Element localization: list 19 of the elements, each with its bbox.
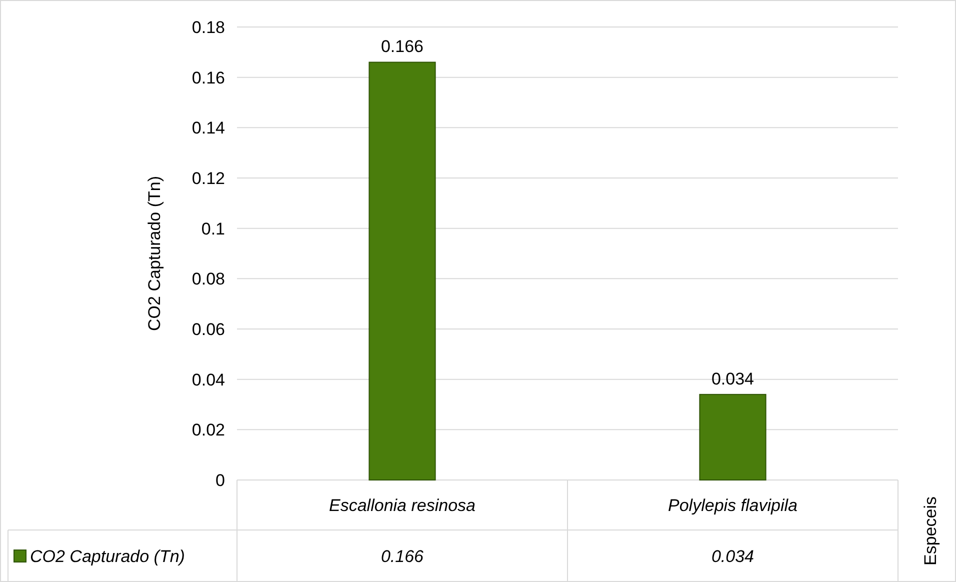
y-tick-label: 0 bbox=[216, 470, 225, 490]
y-tick-label: 0.04 bbox=[192, 370, 225, 390]
text: 0.166 bbox=[380, 546, 424, 566]
text: 0.034 bbox=[711, 546, 754, 566]
text: Especeis bbox=[921, 496, 940, 566]
y-tick-label: 0.12 bbox=[192, 168, 225, 188]
legend-label: CO2 Capturado (Tn) bbox=[30, 546, 185, 566]
y-tick-label: 0.06 bbox=[192, 320, 225, 339]
y-tick-label: 0.16 bbox=[192, 68, 225, 88]
y-tick-label: 0.08 bbox=[192, 270, 225, 289]
y-axis-title: CO2 Capturado (Tn) bbox=[145, 176, 164, 331]
y-tick-label: 0.18 bbox=[192, 18, 225, 37]
data-label: 0.034 bbox=[711, 369, 754, 388]
x-tick-label: Polylepis flavipila bbox=[668, 496, 798, 515]
y-tick-label: 0.02 bbox=[192, 420, 225, 440]
data-label: 0.166 bbox=[380, 37, 424, 56]
y-tick-label: 0.1 bbox=[201, 219, 225, 238]
x-tick-label: Escallonia resinosa bbox=[329, 496, 476, 515]
y-tick-label: 0.14 bbox=[192, 118, 225, 138]
